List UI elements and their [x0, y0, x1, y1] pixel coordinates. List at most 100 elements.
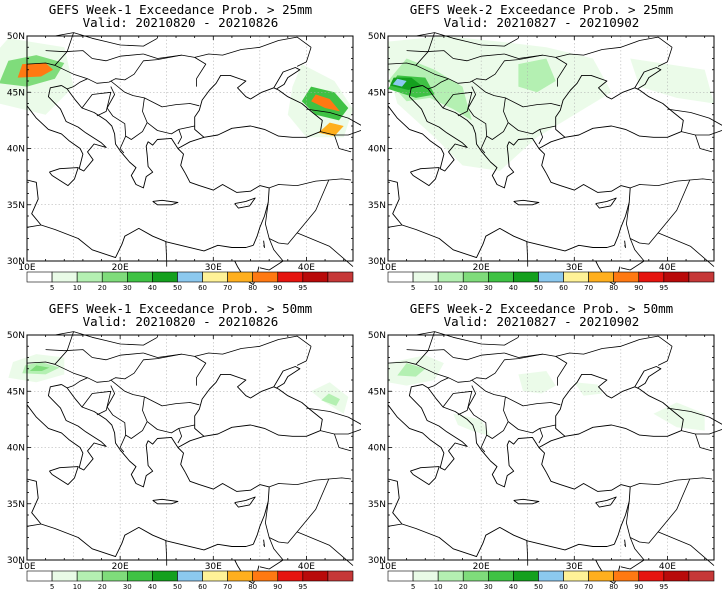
colorbar-swatch [101, 271, 128, 283]
probability-shading [0, 38, 353, 138]
lon-tick-label: 40E [298, 263, 315, 273]
coastline [545, 472, 631, 492]
coastline [49, 167, 79, 187]
coastline [177, 125, 321, 174]
coastline [263, 539, 265, 547]
map-plot: 10E 20E 30E 40E 30N 35N 40N 45N 50N 5 10 20 30 40 50 60… [7, 331, 361, 591]
colorbar-swatch [202, 271, 228, 283]
coastline [49, 466, 79, 486]
country-border [427, 78, 449, 90]
country-border [630, 477, 713, 488]
panel-title: GEFS Week-2 Exceedance Prob. > 25mm [409, 2, 674, 17]
coastline [184, 472, 270, 492]
panel-valid-dates: Valid: 20210820 - 20210826 [82, 314, 279, 329]
country-border [296, 232, 354, 267]
colorbar-label: 40 [509, 583, 518, 591]
coastline [26, 384, 107, 471]
country-border [146, 421, 195, 434]
country-border [146, 122, 195, 135]
panel-week2-50mm: GEFS Week-2 Exceedance Prob. > 50mm Vali… [361, 299, 722, 598]
colorbar-swatch [613, 271, 640, 283]
colorbar-swatch [127, 271, 153, 283]
probability-area [29, 365, 50, 371]
colorbar-swatch [638, 570, 665, 582]
lon-tick-label: 20E [473, 562, 490, 572]
colorbar-swatch [252, 570, 279, 582]
country-border [387, 54, 543, 84]
country-border [415, 32, 519, 47]
colorbar-swatch [462, 570, 489, 582]
country-border [45, 50, 144, 62]
lon-tick-label: 30E [566, 263, 583, 273]
country-border [334, 433, 352, 452]
coastline [624, 240, 626, 248]
lon-tick-label: 10E [18, 562, 35, 572]
map-plot: 10E 20E 30E 40E 30N 35N 40N 45N 50N 5 10 20 30 40 50 60… [368, 32, 722, 292]
probability-area [392, 78, 407, 87]
lon-tick-label: 40E [659, 263, 676, 273]
colorbar-label: 90 [634, 284, 643, 292]
country-border [66, 78, 88, 90]
coastline [387, 384, 468, 471]
country-border [119, 135, 127, 154]
lon-tick-label: 30E [205, 263, 222, 273]
colorbar-swatch [327, 570, 354, 582]
country-border [54, 331, 74, 365]
country-border [334, 134, 352, 153]
lat-tick-label: 45N [368, 387, 386, 397]
lat-tick-label: 40N [7, 145, 25, 155]
colorbar-swatch [488, 570, 514, 582]
colorbar-label: 70 [584, 583, 593, 591]
colorbar-label: 30 [123, 583, 132, 591]
colorbar-swatch [302, 570, 329, 582]
lon-tick-label: 30E [205, 562, 222, 572]
coastline [184, 173, 270, 193]
lat-tick-label: 45N [7, 88, 25, 98]
country-borders [26, 331, 361, 570]
country-border [442, 91, 473, 117]
colorbar-label: 60 [198, 583, 207, 591]
colorbar-swatch [152, 570, 178, 582]
coastline [613, 486, 631, 545]
coastline [422, 85, 540, 189]
lat-tick-label: 30N [7, 556, 25, 566]
coastline [234, 496, 256, 508]
country-border [177, 428, 183, 444]
colorbar-swatch [563, 271, 589, 283]
colorbar-swatch [51, 271, 78, 283]
colorbar-swatch [177, 570, 203, 582]
colorbar-label: 20 [98, 284, 107, 292]
colorbar-label: 70 [223, 583, 232, 591]
colorbar-swatch [538, 570, 564, 582]
coastline [152, 498, 179, 505]
coastline [538, 424, 682, 473]
country-border [657, 47, 673, 67]
colorbar-label: 90 [634, 583, 643, 591]
colorbar-label: 80 [609, 284, 618, 292]
colorbar-swatch [513, 271, 539, 283]
colorbar: 5 10 20 30 40 50 60 70 80 90 95 [26, 271, 354, 292]
colorbar-swatch [513, 570, 539, 582]
probability-shading [8, 354, 349, 414]
country-border [264, 478, 330, 544]
map-plot: 10E 20E 30E 40E 30N 35N 40N 45N 50N 5 10 20 30 40 50 60… [0, 32, 361, 292]
colorbar-label: 10 [434, 284, 443, 292]
coastline [387, 85, 468, 172]
coastline [234, 197, 256, 209]
panel-valid-dates: Valid: 20210827 - 20210902 [443, 15, 640, 30]
colorbar-label: 40 [148, 284, 157, 292]
coastline [387, 478, 615, 558]
country-border [296, 346, 312, 366]
coastline [613, 187, 631, 246]
country-border [657, 531, 715, 566]
coastline [194, 373, 323, 437]
country-border [81, 390, 112, 416]
coastline [194, 74, 323, 138]
coastline [555, 74, 684, 138]
country-border [110, 379, 200, 407]
panel-title: GEFS Week-2 Exceedance Prob. > 50mm [409, 301, 674, 316]
coastline [152, 199, 179, 206]
country-border [119, 434, 127, 453]
colorbar-label: 95 [659, 583, 668, 591]
country-border [625, 179, 691, 245]
